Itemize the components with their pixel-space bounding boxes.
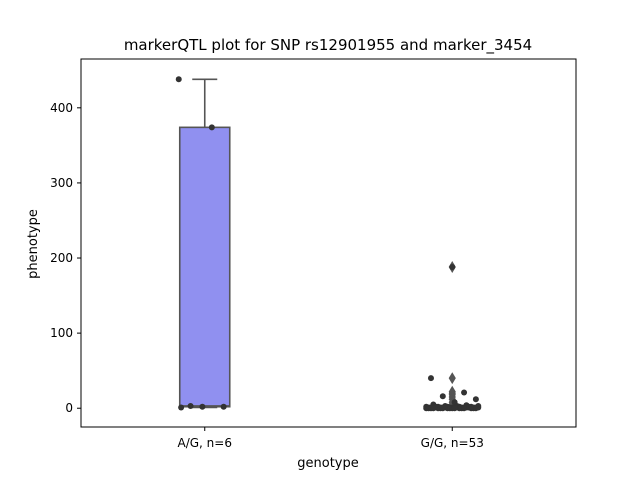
chart-title: markerQTL plot for SNP rs12901955 and ma… (124, 36, 532, 55)
data-point (430, 405, 437, 412)
outlier-marker (448, 385, 456, 398)
data-point (461, 405, 468, 412)
data-point (449, 264, 456, 271)
data-point (451, 405, 458, 412)
y-axis-label: phenotype (26, 209, 41, 279)
plot-area (175, 76, 482, 412)
data-point (220, 403, 227, 410)
data-point (427, 375, 434, 382)
x-axis-label: genotype (297, 456, 358, 471)
data-point (208, 124, 215, 131)
data-point (439, 405, 446, 412)
data-point (187, 402, 194, 409)
y-tick-label: 300 (50, 176, 73, 190)
y-tick-label: 100 (50, 326, 73, 340)
x-tick-label: A/G, n=6 (178, 436, 232, 450)
plot-frame (80, 58, 577, 428)
y-tick-label: 0 (65, 401, 73, 415)
data-point (178, 404, 185, 411)
outlier-marker (448, 372, 456, 385)
data-point (199, 403, 206, 410)
data-point (175, 76, 182, 83)
data-point (439, 393, 446, 400)
data-point (461, 389, 468, 396)
data-point (472, 396, 479, 403)
box (178, 126, 231, 408)
x-tick-label: G/G, n=53 (421, 436, 484, 450)
data-point (472, 405, 479, 412)
y-tick-label: 200 (50, 251, 73, 265)
y-tick-label: 400 (50, 101, 73, 115)
